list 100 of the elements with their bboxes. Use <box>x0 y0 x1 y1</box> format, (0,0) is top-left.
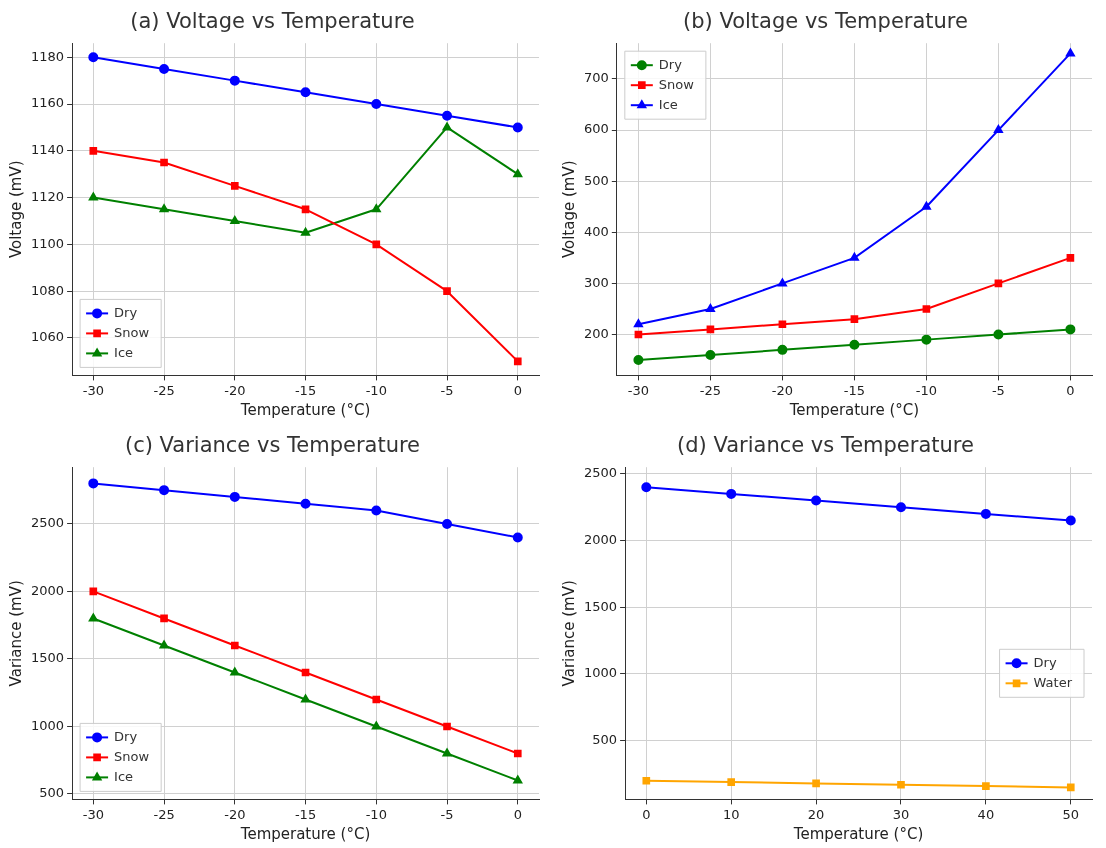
x-tick-label: -10 <box>915 382 938 398</box>
point <box>895 502 906 513</box>
point <box>159 485 170 496</box>
point <box>726 488 737 499</box>
point <box>371 721 381 730</box>
point <box>849 339 860 350</box>
point <box>89 587 98 596</box>
y-axis-title: Voltage (mV) <box>6 160 25 259</box>
point <box>921 334 932 345</box>
x-tick-label: -25 <box>153 806 175 822</box>
point <box>993 125 1003 134</box>
point <box>160 614 168 623</box>
y-tick-label: 500 <box>583 172 609 188</box>
x-tick-label: -30 <box>82 382 104 398</box>
legend-label: Dry <box>1033 654 1057 670</box>
point <box>513 169 523 178</box>
point <box>230 216 240 224</box>
legend-label: Ice <box>658 96 678 112</box>
x-axis-title: Temperature (°C) <box>239 400 371 419</box>
point <box>300 498 311 509</box>
y-tick-label: 300 <box>583 274 609 290</box>
x-axis-title: Temperature (°C) <box>788 400 920 419</box>
y-axis-title: Variance (mV) <box>559 580 578 687</box>
legend-label: Dry <box>114 728 138 744</box>
y-tick-label: 700 <box>583 70 609 86</box>
x-tick-label: 10 <box>722 806 740 822</box>
x-axis-title: Temperature (°C) <box>239 824 371 843</box>
x-tick-label: 20 <box>807 806 825 822</box>
legend-label: Ice <box>114 344 134 360</box>
point <box>922 305 931 313</box>
y-tick-label: 1120 <box>30 188 65 204</box>
point <box>88 192 98 201</box>
x-tick-label: -30 <box>627 382 650 398</box>
x-tick-label: -10 <box>365 382 387 398</box>
legend-label: Snow <box>114 748 150 764</box>
point <box>371 505 382 516</box>
point <box>229 75 240 86</box>
y-tick-label: 2500 <box>30 515 65 531</box>
x-axis-title: Temperature (°C) <box>792 824 924 843</box>
point <box>230 667 240 676</box>
point <box>980 508 991 519</box>
point <box>300 87 311 98</box>
point <box>1065 324 1076 335</box>
chart-title: (c) Variance vs Temperature <box>124 433 421 458</box>
point <box>89 146 98 155</box>
point <box>778 320 787 329</box>
point <box>513 775 523 784</box>
point <box>159 63 170 74</box>
x-tick-label: 30 <box>892 806 910 822</box>
point <box>301 694 311 703</box>
point <box>1066 783 1075 792</box>
x-tick-label: 0 <box>1066 382 1075 398</box>
point <box>371 204 381 213</box>
point <box>442 748 452 757</box>
point <box>442 518 453 529</box>
point <box>633 355 644 366</box>
point <box>88 478 99 489</box>
point <box>982 782 990 790</box>
legend-label: Ice <box>114 768 134 784</box>
point <box>777 344 788 355</box>
point <box>512 532 523 543</box>
point <box>641 482 652 493</box>
point <box>371 99 382 110</box>
point <box>159 640 169 649</box>
point <box>160 158 168 167</box>
x-tick-label: 50 <box>1062 806 1080 822</box>
y-tick-label: 1500 <box>583 598 618 614</box>
legend-label: Snow <box>114 324 150 340</box>
legend-label: Dry <box>658 56 683 72</box>
x-tick-label: 0 <box>513 806 522 822</box>
point <box>850 315 859 324</box>
point <box>230 182 239 190</box>
y-tick-label: 1080 <box>30 282 65 298</box>
y-tick-label: 2000 <box>30 582 65 598</box>
x-tick-label: -30 <box>82 806 104 822</box>
y-axis-title: Voltage (mV) <box>559 160 578 259</box>
point <box>1066 254 1075 262</box>
point <box>159 204 169 213</box>
point <box>301 227 311 236</box>
point <box>372 240 381 249</box>
point <box>301 205 310 214</box>
y-tick-label: 1140 <box>30 142 65 158</box>
y-tick-label: 1180 <box>30 48 65 64</box>
point <box>512 122 523 133</box>
legend-label: Dry <box>114 304 138 320</box>
y-tick-label: 1000 <box>30 717 65 733</box>
point <box>777 278 787 287</box>
point <box>442 122 452 131</box>
x-tick-label: -5 <box>440 382 454 398</box>
y-tick-label: 2000 <box>583 531 618 547</box>
point <box>921 201 931 210</box>
point <box>633 319 643 328</box>
x-tick-label: -20 <box>224 382 246 398</box>
point <box>88 52 99 63</box>
point <box>727 778 736 786</box>
point <box>993 329 1004 340</box>
point <box>230 641 239 650</box>
y-tick-label: 600 <box>583 121 609 137</box>
y-tick-label: 200 <box>583 325 609 341</box>
point <box>372 695 381 704</box>
